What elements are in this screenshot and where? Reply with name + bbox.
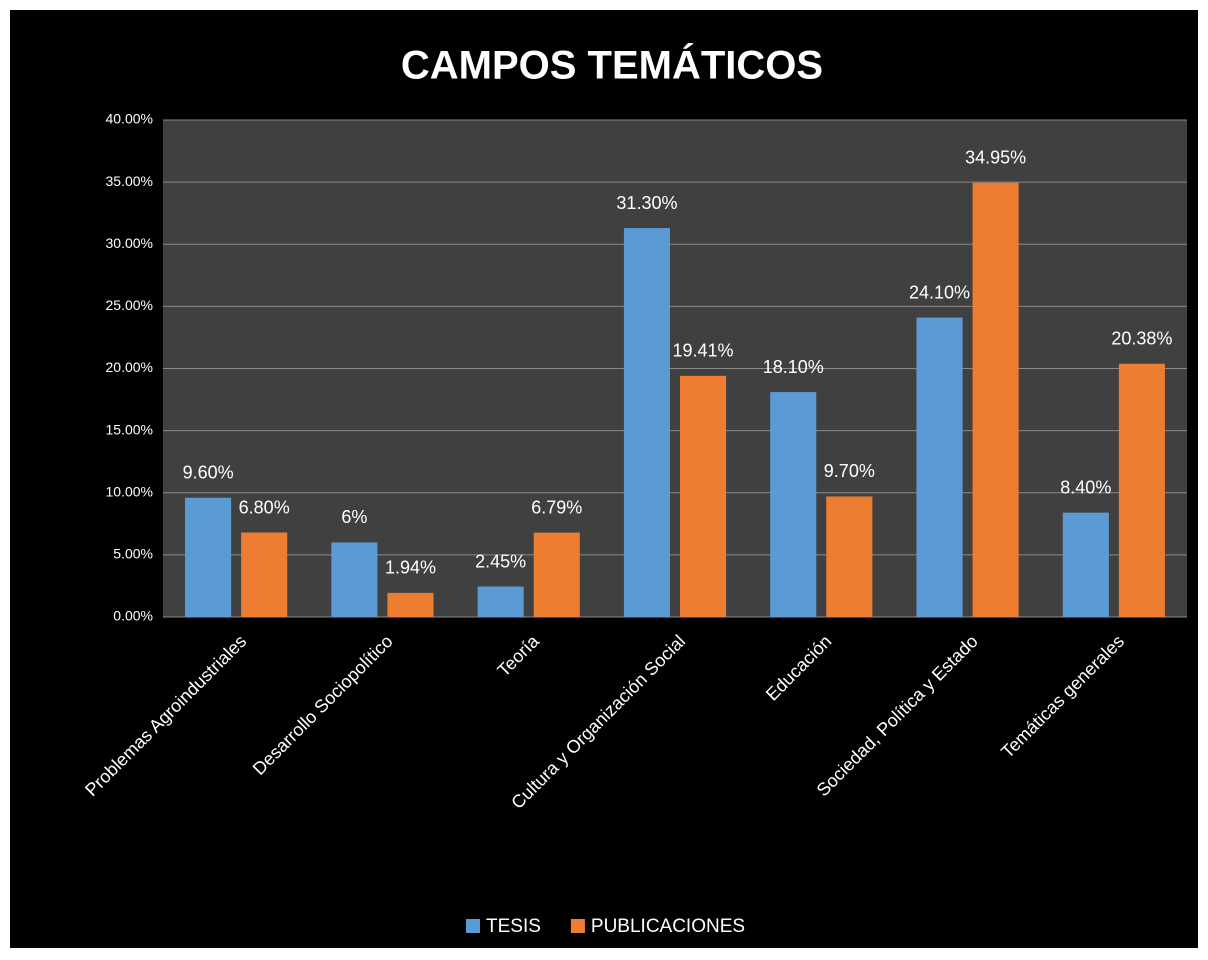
y-tick-label: 40.00% bbox=[106, 111, 153, 127]
legend-swatch bbox=[570, 919, 585, 933]
bar bbox=[185, 497, 232, 617]
data-label: 6.80% bbox=[239, 497, 290, 517]
data-label: 24.10% bbox=[909, 282, 970, 302]
y-tick-label: 0.00% bbox=[113, 608, 153, 624]
data-label: 1.94% bbox=[385, 558, 436, 578]
bar bbox=[770, 392, 817, 617]
bar bbox=[533, 532, 580, 617]
bar bbox=[1062, 512, 1109, 617]
y-tick-label: 25.00% bbox=[106, 297, 153, 313]
bar bbox=[680, 375, 727, 617]
bar bbox=[331, 542, 378, 617]
y-tick-label: 10.00% bbox=[106, 483, 153, 499]
data-label: 2.45% bbox=[475, 551, 526, 571]
chart-title: CAMPOS TEMÁTICOS bbox=[401, 43, 823, 88]
legend-label: TESIS bbox=[486, 916, 541, 937]
bar bbox=[826, 496, 873, 617]
data-label: 9.70% bbox=[824, 461, 875, 481]
legend-swatch bbox=[466, 919, 480, 933]
legend-label: PUBLICACIONES bbox=[591, 916, 745, 937]
data-label: 8.40% bbox=[1060, 477, 1111, 497]
bar bbox=[623, 228, 670, 617]
y-tick-label: 30.00% bbox=[106, 235, 153, 251]
bar bbox=[241, 532, 288, 617]
data-label: 6% bbox=[341, 507, 367, 527]
data-label: 31.30% bbox=[616, 193, 677, 213]
y-tick-label: 35.00% bbox=[106, 173, 153, 189]
data-label: 18.10% bbox=[763, 357, 824, 377]
bar bbox=[916, 317, 963, 617]
bar bbox=[1118, 363, 1165, 617]
y-tick-label: 5.00% bbox=[113, 546, 153, 562]
data-label: 20.38% bbox=[1111, 329, 1172, 349]
bar bbox=[972, 182, 1019, 617]
data-label: 9.60% bbox=[183, 462, 234, 482]
data-label: 19.41% bbox=[673, 341, 734, 361]
y-tick-label: 20.00% bbox=[106, 359, 153, 375]
bar bbox=[477, 586, 524, 617]
data-label: 34.95% bbox=[965, 147, 1026, 167]
y-tick-label: 15.00% bbox=[106, 421, 153, 437]
bar bbox=[387, 592, 434, 617]
data-label: 6.79% bbox=[531, 497, 582, 517]
